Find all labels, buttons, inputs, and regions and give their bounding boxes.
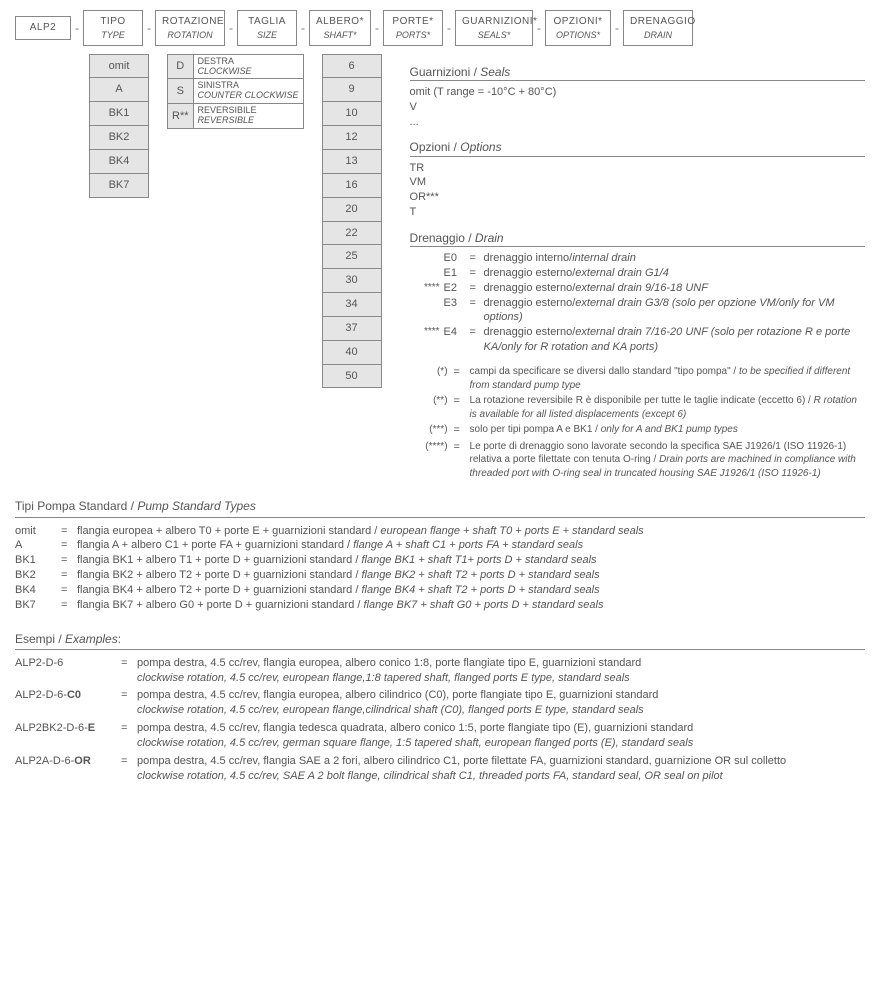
options-line: TR [410,161,865,176]
size-cell: 20 [322,197,382,222]
rotation-label: REVERSIBILEREVERSIBLE [193,104,303,129]
drain-row: ****E2=drenaggio esterno/external drain … [410,281,865,296]
example-row: ALP2A-D-6-OR=pompa destra, 4.5 cc/rev, f… [15,754,865,784]
footnote-row: (***)=solo per tipi pompa A e BK1 / only… [410,423,865,438]
std-type-row: BK2=flangia BK2 + albero T2 + porte D + … [15,568,865,583]
size-cell: 10 [322,101,382,126]
drain-heading: Drenaggio / Drain [410,230,865,247]
footnote-row: (*)=campi da specificare se diversi dall… [410,365,865,392]
std-types-heading: Tipi Pompa Standard / Pump Standard Type… [15,498,865,514]
type-cell: BK4 [89,149,149,174]
header-box: Porte*Ports* [383,10,443,46]
size-cell: 13 [322,149,382,174]
header-box: TagliaSize [237,10,297,46]
rotation-label: DESTRACLOCKWISE [193,54,303,79]
size-cell: 12 [322,125,382,150]
std-type-row: BK7=flangia BK7 + albero G0 + porte D + … [15,598,865,613]
rotation-code: D [168,54,194,79]
rotation-label: SINISTRACOUNTER CLOCKWISE [193,79,303,104]
dash: - [229,20,233,36]
size-cell: 37 [322,316,382,341]
example-row: ALP2BK2-D-6-E=pompa destra, 4.5 cc/rev, … [15,721,865,751]
size-cell: 22 [322,221,382,246]
examples-list: ALP2-D-6=pompa destra, 4.5 cc/rev, flang… [15,656,865,784]
std-types-list: omit=flangia europea + albero T0 + porte… [15,524,865,613]
header-boxes-row: ALP2-TipoType-RotazioneRotation-TagliaSi… [15,10,865,46]
dash: - [447,20,451,36]
size-column: 69101213162022253034374050 [322,54,382,388]
dash: - [301,20,305,36]
footnote-row: (**)=La rotazione reversibile R è dispon… [410,394,865,421]
header-box: DrenaggioDrain [623,10,693,46]
header-box: Opzioni*Options* [545,10,611,46]
std-type-row: omit=flangia europea + albero T0 + porte… [15,524,865,539]
size-cell: 30 [322,268,382,293]
seals-line: ... [410,115,865,130]
std-type-row: A=flangia A + albero C1 + porte FA + gua… [15,538,865,553]
dash: - [615,20,619,36]
std-type-row: BK4=flangia BK4 + albero T2 + porte D + … [15,583,865,598]
type-cell: omit [89,54,149,79]
type-cell: A [89,77,149,102]
options-line: VM [410,175,865,190]
rotation-code: R** [168,104,194,129]
examples-heading: Esempi / Examples: [15,631,865,647]
size-cell: 16 [322,173,382,198]
size-cell: 34 [322,292,382,317]
seals-line: V [410,100,865,115]
drain-row: E1=drenaggio esterno/external drain G1/4 [410,266,865,281]
options-heading: Opzioni / Options [410,139,865,156]
example-row: ALP2-D-6-C0=pompa destra, 4.5 cc/rev, fl… [15,688,865,718]
type-cell: BK7 [89,173,149,198]
dash: - [147,20,151,36]
columns-area: omitABK1BK2BK4BK7 DDESTRACLOCKWISESSINIS… [15,54,865,483]
dash: - [537,20,541,36]
type-column: omitABK1BK2BK4BK7 [89,54,149,197]
size-cell: 40 [322,340,382,365]
drain-row: E3=drenaggio esterno/external drain G3/8… [410,296,865,326]
header-box: RotazioneRotation [155,10,225,46]
header-box: TipoType [83,10,143,46]
size-cell: 9 [322,77,382,102]
header-box: Albero*Shaft* [309,10,371,46]
type-cell: BK2 [89,125,149,150]
seals-heading: Guarnizioni / Seals [410,64,865,81]
drain-row: ****E4=drenaggio esterno/external drain … [410,325,865,355]
dash: - [375,20,379,36]
seals-line: omit (T range = -10°C + 80°C) [410,85,865,100]
rotation-table: DDESTRACLOCKWISESSINISTRACOUNTER CLOCKWI… [167,54,304,129]
options-line: T [410,205,865,220]
rotation-code: S [168,79,194,104]
options-line: OR*** [410,190,865,205]
dash: - [75,20,79,36]
type-cell: BK1 [89,101,149,126]
footnotes: (*)=campi da specificare se diversi dall… [410,365,865,480]
std-type-row: BK1=flangia BK1 + albero T1 + porte D + … [15,553,865,568]
size-cell: 50 [322,364,382,389]
right-text-block: Guarnizioni / Seals omit (T range = -10°… [410,54,865,483]
header-box: Guarnizioni*Seals* [455,10,533,46]
drain-row: E0=drenaggio interno/internal drain [410,251,865,266]
size-cell: 6 [322,54,382,79]
footnote-row: (****)=Le porte di drenaggio sono lavora… [410,440,865,481]
size-cell: 25 [322,244,382,269]
header-box: ALP2 [15,16,71,40]
example-row: ALP2-D-6=pompa destra, 4.5 cc/rev, flang… [15,656,865,686]
